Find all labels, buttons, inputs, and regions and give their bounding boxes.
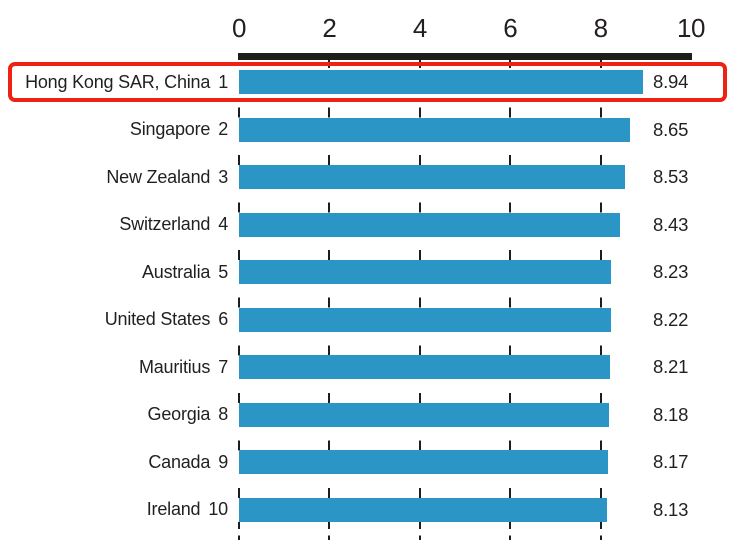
x-axis-line <box>238 53 692 60</box>
value-label: 8.21 <box>653 356 689 378</box>
chart-row: Singapore 2 8.65 <box>0 117 733 142</box>
rank-number: 4 <box>218 214 228 235</box>
category-label: Ireland 10 <box>0 498 228 522</box>
category-label: Australia 5 <box>0 260 228 284</box>
bar <box>239 450 609 475</box>
gridline-dashed <box>599 70 602 540</box>
x-axis-tick <box>509 60 512 68</box>
value-label: 8.18 <box>653 403 689 425</box>
country-name: Switzerland <box>119 214 211 235</box>
country-name: United States <box>104 309 211 330</box>
value-label: 8.23 <box>653 261 689 283</box>
x-axis-tick <box>328 60 331 68</box>
chart-row: United States 6 8.22 <box>0 307 733 332</box>
country-name: Canada <box>148 451 211 472</box>
x-axis-tick-label: 8 <box>593 13 608 43</box>
rank-number: 1 <box>218 71 228 92</box>
country-name: New Zealand <box>106 166 211 187</box>
country-name: Singapore <box>129 119 211 140</box>
x-axis-tick <box>599 60 602 68</box>
gridline-dashed <box>418 70 421 540</box>
gridline-dashed <box>509 70 512 540</box>
chart-row: Mauritius 7 8.21 <box>0 355 733 380</box>
rank-number: 8 <box>218 404 228 425</box>
x-axis-tick <box>418 60 421 68</box>
x-axis-tick-label: 0 <box>232 13 246 43</box>
value-label: 8.13 <box>653 498 689 520</box>
chart-row: Ireland 10 8.13 <box>0 497 733 522</box>
value-label: 8.94 <box>653 71 689 92</box>
category-label: Canada 9 <box>0 450 228 474</box>
chart-row: New Zealand 3 8.53 <box>0 165 733 190</box>
bar <box>239 260 611 285</box>
category-label: Georgia 8 <box>0 403 229 427</box>
category-label: Singapore 2 <box>0 118 228 142</box>
bar <box>239 70 644 94</box>
country-name: Ireland <box>146 499 201 520</box>
value-label: 8.65 <box>653 118 689 140</box>
country-name: Georgia <box>147 404 211 425</box>
rank-number: 9 <box>218 451 228 472</box>
value-label: 8.43 <box>653 213 689 235</box>
rank-number: 3 <box>218 166 228 187</box>
rank-number: 6 <box>218 309 228 330</box>
gridline-dashed <box>328 70 331 540</box>
rank-number: 5 <box>218 261 228 282</box>
category-label: Switzerland 4 <box>0 213 228 237</box>
category-label: New Zealand 3 <box>0 165 228 189</box>
bar <box>239 117 630 142</box>
country-name: Hong Kong SAR, China <box>25 71 211 92</box>
x-axis-tick-label: 10 <box>677 13 705 43</box>
bar <box>239 497 607 522</box>
x-axis-tick-label: 6 <box>503 13 518 43</box>
chart-row: Georgia 8 8.18 <box>0 402 733 427</box>
category-label: Mauritius 7 <box>0 355 228 379</box>
bar <box>239 165 625 190</box>
country-name: Mauritius <box>138 356 211 377</box>
x-axis-tick-label: 2 <box>322 13 337 43</box>
rank-number: 10 <box>208 499 228 520</box>
chart-row: Australia 5 8.23 <box>0 260 733 285</box>
value-label: 8.17 <box>653 451 689 473</box>
x-axis-tick-label: 4 <box>412 13 427 43</box>
bar <box>239 355 611 380</box>
country-name: Australia <box>141 261 211 282</box>
value-label: 8.22 <box>653 308 689 330</box>
chart-row: Hong Kong SAR, China 1 8.94 <box>0 70 733 94</box>
category-label: United States 6 <box>0 308 228 332</box>
rank-number: 7 <box>218 356 228 377</box>
gridline-dashed <box>238 70 240 540</box>
bar <box>239 307 611 332</box>
bar <box>239 212 620 237</box>
category-label: Hong Kong SAR, China 1 <box>0 70 228 94</box>
chart-row: Switzerland 4 8.43 <box>0 212 733 237</box>
value-label: 8.53 <box>653 166 689 188</box>
rank-number: 2 <box>218 119 228 140</box>
chart-row: Canada 9 8.17 <box>0 450 733 475</box>
bar <box>239 402 609 427</box>
